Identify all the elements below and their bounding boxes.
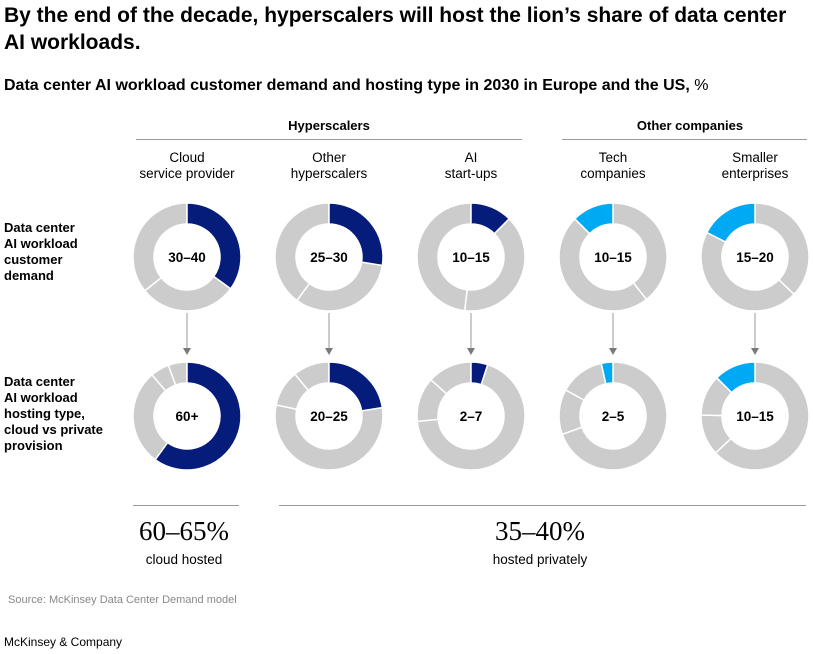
arrow-head-smaller-enterprises <box>751 348 759 355</box>
subtitle-unit: % <box>694 77 709 94</box>
donut-demand-tech-companies-share <box>573 202 614 235</box>
column-header-ai-start-ups: AI start-ups <box>444 150 498 181</box>
donut-hosting-cloud-service-provider-label: 60+ <box>176 409 199 424</box>
summary-rule-cloud <box>133 505 239 506</box>
donut-demand-other-hyperscalers-share <box>328 202 384 267</box>
donut-demand-cloud-service-provider-label: 30–40 <box>168 250 206 265</box>
summary-value-cloud-hosted: 60–65% <box>139 516 229 546</box>
column-header-cloud-service-provider: Cloud service provider <box>139 150 235 181</box>
donut-demand-smaller-enterprises-remainder-2 <box>700 231 796 312</box>
group-rule-hyperscalers <box>136 139 522 140</box>
group-label-other-companies: Other companies <box>636 118 744 133</box>
row-label-demand: Data center AI workload customer demand <box>4 220 78 283</box>
donut-demand-other-hyperscalers-remainder-2 <box>274 202 330 302</box>
column-header-tech-companies: Tech companies <box>580 150 646 181</box>
donut-hosting-other-hyperscalers-label: 20–25 <box>310 409 348 424</box>
subtitle-text: Data center AI workload customer demand … <box>4 77 690 94</box>
source-note: Source: McKinsey Data Center Demand mode… <box>8 594 237 606</box>
donut-hosting-smaller-enterprises-remainder-1 <box>714 361 810 471</box>
group-rule-other-companies <box>562 139 807 140</box>
donut-demand-tech-companies-label: 10–15 <box>594 250 632 265</box>
donut-hosting-ai-start-ups-remainder-1 <box>416 363 526 471</box>
donut-hosting-ai-start-ups-label: 2–7 <box>460 409 483 424</box>
donut-hosting-tech-companies-label: 2–5 <box>602 409 625 424</box>
donut-demand-smaller-enterprises-label: 15–20 <box>736 250 774 265</box>
donut-demand-other-hyperscalers-label: 25–30 <box>310 250 348 265</box>
summary-value-hosted-privately: 35–40% <box>495 516 585 546</box>
summary-caption-hosted-privately: hosted privately <box>492 552 588 567</box>
column-header-other-hyperscalers: Other hyperscalers <box>290 150 368 181</box>
column-header-smaller-enterprises: Smaller enterprises <box>721 150 789 181</box>
donut-hosting-smaller-enterprises-label: 10–15 <box>736 409 774 424</box>
donut-demand-cloud-service-provider-remainder-1 <box>143 275 232 312</box>
chart-title: By the end of the decade, hyperscalers w… <box>4 4 787 54</box>
donut-demand-ai-start-ups-share <box>470 202 511 235</box>
donut-demand-cloud-service-provider-remainder-2 <box>132 202 188 292</box>
donut-demand-other-hyperscalers-remainder-1 <box>295 261 384 312</box>
donut-hosting-ai-start-ups-share <box>470 361 489 386</box>
donut-hosting-other-hyperscalers-share <box>328 361 384 412</box>
arrow-head-tech-companies <box>609 348 617 355</box>
donut-hosting-smaller-enterprises-share <box>715 361 756 394</box>
arrow-head-cloud-service-provider <box>183 348 191 355</box>
donut-demand-smaller-enterprises-remainder-1 <box>754 202 810 296</box>
donut-hosting-cloud-service-provider-share <box>154 361 242 471</box>
summary-rule-private <box>279 505 806 506</box>
group-label-hyperscalers: Hyperscalers <box>288 118 370 133</box>
donut-demand-tech-companies-remainder-2 <box>558 217 648 312</box>
donut-hosting-tech-companies-remainder-1 <box>561 361 668 471</box>
donut-demand-cloud-service-provider-share <box>186 202 242 290</box>
summary-caption-cloud-hosted: cloud hosted <box>145 552 223 567</box>
donut-hosting-tech-companies-share <box>600 361 614 385</box>
chart-subtitle: Data center AI workload customer demand … <box>4 77 708 95</box>
donut-demand-ai-start-ups-label: 10–15 <box>452 250 490 265</box>
donut-demand-ai-start-ups-remainder-2 <box>416 202 472 312</box>
arrow-head-other-hyperscalers <box>325 348 333 355</box>
arrow-head-ai-start-ups <box>467 348 475 355</box>
donut-demand-smaller-enterprises-share <box>705 202 756 244</box>
donut-hosting-other-hyperscalers-remainder-1 <box>274 403 384 471</box>
brand-logo-text: McKinsey & Company <box>4 635 123 649</box>
row-label-hosting: Data center AI workload hosting type, cl… <box>4 374 103 453</box>
